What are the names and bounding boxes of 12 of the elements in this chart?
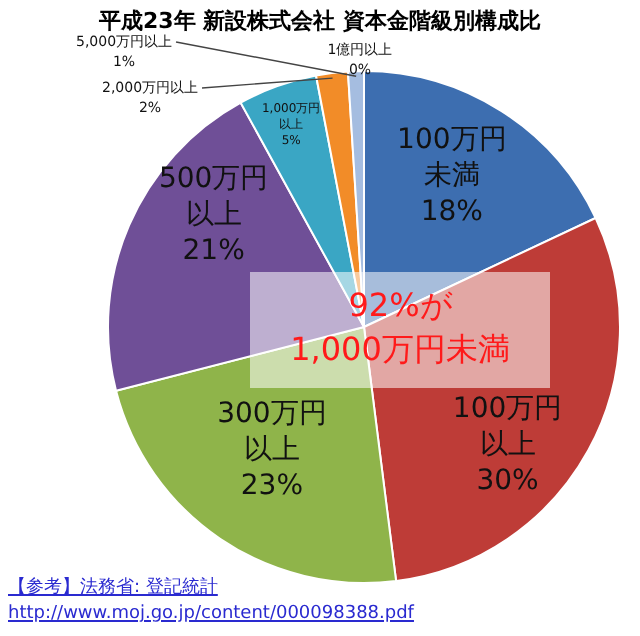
text: http://www.moj.go.jp/content/000098388.pdf: [8, 602, 414, 628]
text: 【参考】法務省: 登記統計: [8, 576, 220, 602]
data-label: 30%: [476, 465, 539, 498]
slice-label: 300万円以上: [217, 397, 327, 466]
slice-label: 100万円以上: [452, 393, 563, 462]
slice-label: 100万円未満: [397, 123, 507, 192]
text: 92%が 1,000万円未満: [290, 286, 510, 369]
data-label: 21%: [182, 235, 245, 268]
data-label: 18%: [420, 195, 483, 228]
slice-label: 500万円以上: [158, 163, 269, 232]
data-label: 23%: [240, 469, 304, 502]
chart-title: 平成23年 新設株式会社 資本金階級別構成比: [97, 7, 541, 34]
